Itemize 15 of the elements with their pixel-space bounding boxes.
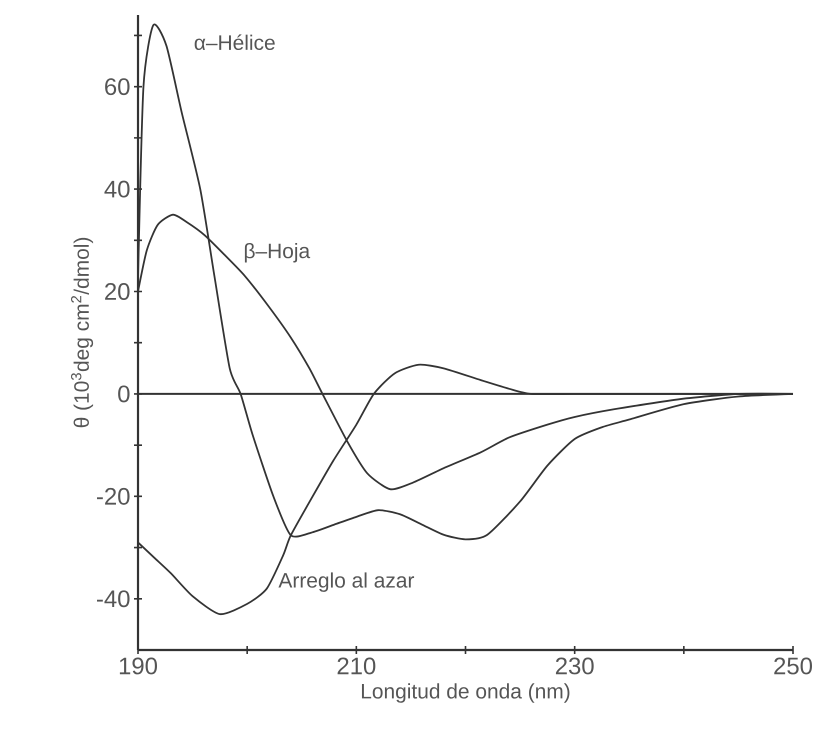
y-tick-label: -40 [96, 590, 130, 608]
y-tick-label: 0 [118, 385, 130, 402]
x-tick-label: 210 [338, 658, 376, 674]
y-axis-title: θ (10$^{3}$deg cm$^{2}$/dmol) [71, 238, 94, 428]
x-tick-label: 230 [556, 658, 594, 674]
series-label: α–Hélice [194, 34, 275, 50]
y-tick-label: 20 [105, 283, 130, 300]
y-tick-label: 60 [105, 78, 130, 96]
series-label: β–Hoja [244, 242, 310, 262]
x-tick-label: 250 [774, 658, 812, 674]
x-axis-title: Longitud de onda (nm) [362, 683, 570, 703]
x-tick-label: 190 [120, 658, 158, 674]
y-tick-label: -20 [96, 488, 130, 505]
y-tick-label: 40 [104, 180, 130, 198]
series-label: Arreglo al azar [278, 572, 414, 592]
